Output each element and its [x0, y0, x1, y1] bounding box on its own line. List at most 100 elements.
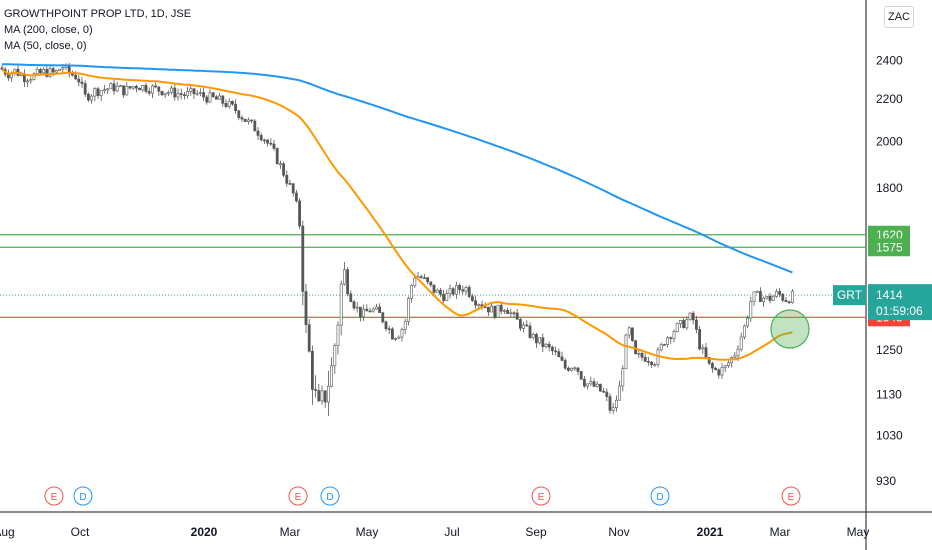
candle-body: [336, 324, 340, 346]
dividend-marker[interactable]: [320, 486, 340, 506]
candle-body: [250, 119, 254, 122]
candle-body: [310, 350, 314, 390]
candle-body: [122, 85, 126, 96]
earnings-marker[interactable]: [781, 486, 801, 506]
earnings-marker[interactable]: [288, 486, 308, 506]
candle-body: [560, 356, 564, 361]
candle-body: [650, 361, 654, 365]
ma50-line[interactable]: [1, 68, 793, 361]
candle-body: [183, 94, 186, 97]
candle-body: [490, 305, 494, 313]
candle-body: [602, 390, 606, 393]
candle-body: [176, 93, 180, 98]
candle-body: [32, 73, 36, 80]
candle-body: [758, 291, 762, 303]
candle-body: [474, 300, 478, 306]
candle-body: [624, 334, 628, 370]
candle-body: [432, 284, 436, 293]
candle-body: [266, 139, 270, 144]
ma200-line[interactable]: [2, 63, 793, 274]
candle-body: [554, 350, 558, 353]
candle-body: [733, 355, 737, 358]
dividend-marker[interactable]: [650, 486, 670, 506]
candle-body: [125, 86, 129, 96]
time-tick-label: Mar: [770, 525, 791, 539]
ticker-badge[interactable]: [833, 285, 866, 306]
candle-body: [138, 87, 142, 91]
candle-body: [394, 338, 398, 340]
candle-body: [352, 301, 356, 309]
candle-body: [483, 306, 487, 309]
event-marker-label: E: [538, 492, 545, 503]
candle-body: [525, 324, 529, 327]
candle-body: [147, 91, 151, 94]
candle-body: [112, 83, 116, 92]
currency-badge[interactable]: ZAC: [884, 6, 914, 28]
candle-body: [285, 174, 289, 184]
highlight-circle[interactable]: [770, 309, 810, 349]
candle-body: [637, 353, 641, 355]
candle-body: [598, 383, 602, 392]
last-price-tag: [868, 284, 932, 321]
candle-body: [464, 287, 468, 292]
candle-body: [314, 389, 318, 391]
candle-body: [288, 183, 292, 185]
candle-body: [531, 333, 535, 338]
candle-body: [262, 139, 266, 142]
candle-body: [195, 92, 199, 95]
candle-body: [253, 120, 257, 132]
candle-body: [710, 363, 714, 369]
candle-body: [247, 119, 250, 122]
candle-body: [714, 367, 718, 371]
candle-body: [378, 306, 382, 313]
candle-body: [211, 92, 215, 98]
candle-body: [678, 320, 682, 324]
candle-body: [42, 68, 46, 74]
time-tick-label: May: [847, 525, 870, 539]
event-marker-label: E: [295, 492, 302, 503]
candle-body: [701, 347, 705, 350]
candle-body: [192, 88, 196, 95]
dividend-marker[interactable]: [73, 486, 93, 506]
candle-body: [566, 367, 570, 371]
candle-body: [151, 85, 154, 94]
candle-body: [202, 92, 206, 98]
candle-body: [582, 378, 586, 387]
price-tick-label: 1130: [876, 388, 902, 402]
candle-body: [592, 381, 596, 387]
level-tag-1575-text: 1575: [876, 240, 903, 254]
candle-body: [397, 336, 401, 339]
candle-body: [518, 319, 522, 329]
time-tick-label: Nov: [608, 525, 629, 539]
candle-body: [115, 85, 119, 92]
candle-body: [349, 293, 353, 302]
candle-body: [723, 365, 727, 368]
candle-body: [307, 324, 311, 352]
time-tick-label: Sep: [525, 525, 547, 539]
candle-body: [278, 163, 282, 165]
candle-body: [96, 88, 100, 96]
earnings-marker[interactable]: [531, 486, 551, 506]
candle-body: [355, 306, 359, 309]
candle-body: [291, 183, 295, 194]
ma200-legend: MA (200, close, 0): [4, 24, 93, 36]
candle-body: [93, 88, 97, 97]
candle-body: [240, 117, 244, 120]
candle-body: [237, 110, 241, 118]
candle-body: [627, 327, 631, 336]
candle-body: [323, 390, 327, 403]
earnings-marker[interactable]: [44, 486, 64, 506]
event-marker-label: D: [656, 492, 663, 503]
candle-body: [470, 296, 474, 301]
candle-body: [205, 96, 209, 103]
chart-legend: GROWTHPOINT PROP LTD, 1D, JSE MA (200, c…: [4, 6, 191, 54]
candle-body: [458, 285, 462, 290]
candle-body: [739, 336, 743, 350]
candle-body: [384, 321, 388, 329]
candle-body: [48, 68, 52, 77]
candle-body: [317, 390, 321, 402]
candle-body: [736, 348, 740, 357]
candle-body: [784, 300, 788, 302]
candle-body: [218, 95, 222, 100]
